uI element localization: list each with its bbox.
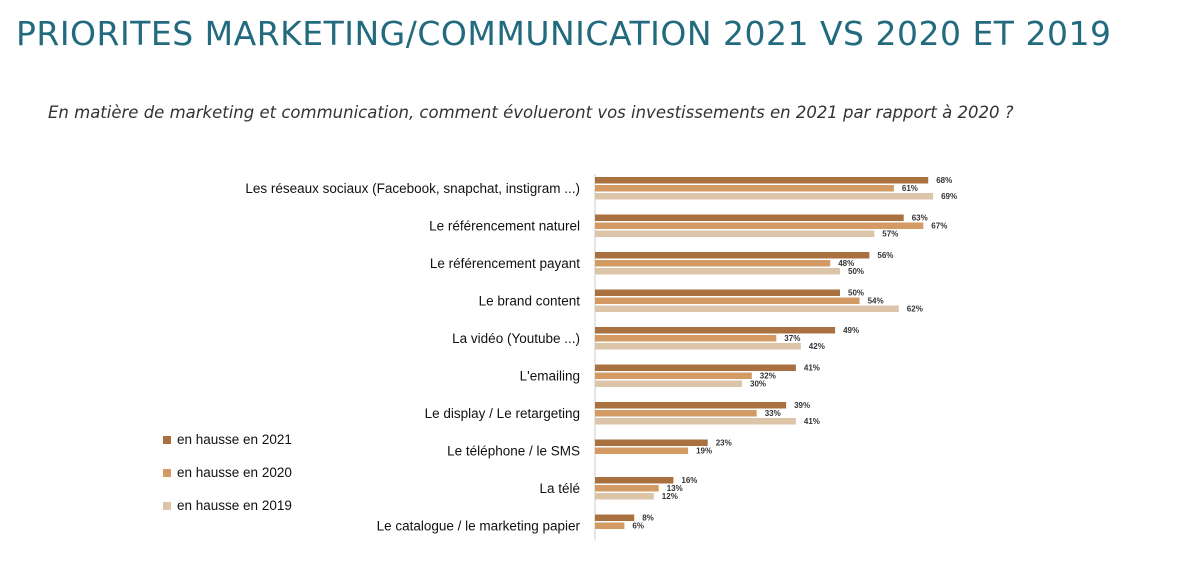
value-labels: 68%61%69%63%67%57%56%48%50%50%54%62%49%3… xyxy=(632,176,957,531)
data-label: 8% xyxy=(642,514,654,523)
bar xyxy=(595,372,752,379)
category-label: Le référencement payant xyxy=(430,256,580,271)
data-label: 30% xyxy=(750,380,766,389)
bar xyxy=(595,260,831,267)
category-label: La vidéo (Youtube ...) xyxy=(452,331,580,346)
category-label: Le référencement naturel xyxy=(429,219,580,234)
bar xyxy=(595,364,796,371)
data-label: 23% xyxy=(716,439,732,448)
legend: en hausse en 2021 en hausse en 2020 en hau… xyxy=(163,432,292,513)
bar xyxy=(595,402,787,409)
bar xyxy=(595,252,870,259)
data-label: 48% xyxy=(838,259,854,268)
data-label: 50% xyxy=(848,289,864,298)
bar xyxy=(595,289,840,296)
category-label: Les réseaux sociaux (Facebook, snapchat,… xyxy=(245,181,580,196)
bar xyxy=(595,185,894,192)
data-label: 37% xyxy=(784,334,800,343)
data-label: 63% xyxy=(912,214,928,223)
data-label: 32% xyxy=(760,372,776,381)
bar xyxy=(595,230,875,237)
data-label: 13% xyxy=(667,484,683,493)
category-label: L'emailing xyxy=(520,369,580,384)
data-label: 57% xyxy=(882,230,898,239)
legend-swatch xyxy=(163,436,171,444)
bar xyxy=(595,214,904,221)
data-label: 39% xyxy=(794,401,810,410)
category-label: La télé xyxy=(539,481,580,496)
legend-swatch xyxy=(163,502,171,510)
bar xyxy=(595,380,742,387)
bar xyxy=(595,222,924,229)
data-label: 42% xyxy=(809,342,825,351)
data-label: 49% xyxy=(843,326,859,335)
bar xyxy=(595,522,625,529)
bar xyxy=(595,193,934,200)
data-label: 12% xyxy=(662,492,678,501)
bar xyxy=(595,485,659,492)
bar xyxy=(595,493,654,500)
data-label: 19% xyxy=(696,447,712,456)
bars xyxy=(594,174,934,541)
category-label: Le téléphone / le SMS xyxy=(447,444,580,459)
data-label: 69% xyxy=(941,192,957,201)
category-label: Le display / Le retargeting xyxy=(425,406,580,421)
data-label: 50% xyxy=(848,267,864,276)
data-label: 41% xyxy=(804,417,820,426)
page-title: PRIORITES MARKETING/COMMUNICATION 2021 V… xyxy=(16,14,1112,53)
bar xyxy=(595,410,757,417)
data-label: 67% xyxy=(931,222,947,231)
bar xyxy=(595,514,635,521)
category-label: Le catalogue / le marketing papier xyxy=(377,519,581,534)
data-label: 16% xyxy=(681,476,697,485)
legend-swatch xyxy=(163,469,171,477)
bar xyxy=(595,439,708,446)
chart-subtitle: En matière de marketing et communication… xyxy=(48,103,1014,122)
bar xyxy=(595,305,899,312)
bar xyxy=(595,297,860,304)
bar xyxy=(595,343,801,350)
data-label: 68% xyxy=(936,176,952,185)
bar xyxy=(595,177,929,184)
data-label: 54% xyxy=(868,297,884,306)
bar xyxy=(595,447,689,454)
data-label: 61% xyxy=(902,184,918,193)
bar xyxy=(595,268,840,275)
category-labels: Les réseaux sociaux (Facebook, snapchat,… xyxy=(245,181,580,534)
category-label: Le brand content xyxy=(479,294,581,309)
data-label: 62% xyxy=(907,305,923,314)
legend-label: en hausse en 2020 xyxy=(177,465,292,480)
bar xyxy=(595,335,777,342)
data-label: 6% xyxy=(632,522,644,531)
data-label: 41% xyxy=(804,364,820,373)
legend-label: en hausse en 2021 xyxy=(177,432,292,447)
legend-label: en hausse en 2019 xyxy=(177,498,292,513)
data-label: 33% xyxy=(765,409,781,418)
data-label: 56% xyxy=(877,251,893,260)
bar xyxy=(595,477,674,484)
bar xyxy=(595,418,796,425)
bar xyxy=(595,327,836,334)
